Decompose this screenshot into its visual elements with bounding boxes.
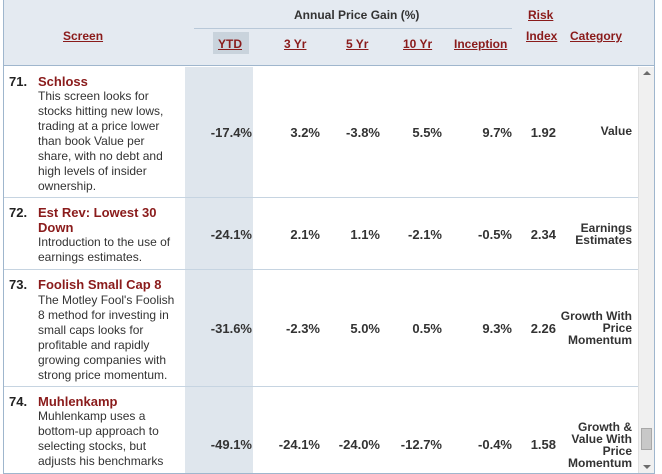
vertical-scrollbar[interactable] (638, 67, 654, 473)
yr3-value: -2.3% (286, 321, 320, 336)
ytd-value: -24.1% (210, 227, 252, 242)
screen-title-link[interactable]: Foolish Small Cap 8 (38, 277, 162, 292)
category-value: Value (542, 125, 632, 137)
desc-line: profitable and rapidly (38, 338, 150, 352)
ytd-value: -17.4% (210, 125, 252, 140)
yr3-value: 3.2% (290, 125, 320, 140)
desc-line: high levels of insider (38, 164, 147, 178)
screen-title-link[interactable]: Muhlenkamp (38, 394, 118, 409)
inception-value: -0.4% (478, 437, 512, 452)
desc-line: growing companies with (38, 353, 167, 367)
row-number: 73. (9, 277, 28, 292)
screen-description: The Motley Fool's Foolish 8 method for i… (38, 293, 184, 383)
category-value: Growth With Price Momentum (542, 310, 632, 346)
ytd-value: -31.6% (210, 321, 252, 336)
yr10-value: 0.5% (412, 321, 442, 336)
category-line: Value With (571, 432, 632, 446)
inception-value: 9.3% (482, 321, 512, 336)
ytd-header-highlight (213, 32, 249, 54)
screen-title-link[interactable]: Est Rev: Lowest 30 Down (38, 205, 188, 235)
sort-10yr-link[interactable]: 10 Yr (403, 37, 433, 51)
category-value: Earnings Estimates (542, 222, 632, 246)
desc-line: The Motley Fool's Foolish (38, 293, 175, 307)
screen-description: Introduction to the use of earnings esti… (38, 235, 184, 265)
row-number: 71. (9, 74, 28, 89)
category-line: Value (600, 124, 632, 138)
desc-line: bottom-up approach to (38, 424, 159, 438)
category-line: Price (602, 444, 632, 458)
table-row: 72. Est Rev: Lowest 30 Down Introduction… (4, 198, 638, 270)
row-number: 72. (9, 205, 28, 220)
category-line: Momentum (568, 456, 632, 470)
yr3-value: -24.1% (278, 437, 320, 452)
desc-line: share, with no debt and (38, 149, 163, 163)
desc-line: This screen looks for (38, 89, 149, 103)
desc-line: strong price momentum. (38, 368, 168, 382)
desc-line: 8 method for investing in (38, 308, 169, 322)
yr10-value: 5.5% (412, 125, 442, 140)
desc-line: than book Value per (38, 134, 145, 148)
category-line: Price (602, 321, 632, 335)
desc-line: stocks hitting new lows, (38, 104, 164, 118)
annual-price-gain-heading: Annual Price Gain (%) (294, 8, 420, 22)
category-line: Growth & (578, 420, 632, 434)
desc-line: trading at a price lower (38, 119, 160, 133)
scroll-down-button[interactable] (639, 460, 654, 473)
sort-risk-link[interactable]: Risk (528, 8, 554, 22)
category-value: Growth & Value With Price Momentum (542, 421, 632, 469)
sort-ytd-link[interactable]: YTD (218, 37, 242, 51)
inception-value: -0.5% (478, 227, 512, 242)
arrow-up-icon (643, 71, 651, 75)
inception-value: 9.7% (482, 125, 512, 140)
table-row: 71. Schloss This screen looks for stocks… (4, 67, 638, 198)
desc-line: Introduction to the use of (38, 235, 171, 249)
ytd-column-highlight (185, 67, 253, 473)
category-line: Growth With (560, 309, 632, 323)
screen-title-link[interactable]: Schloss (38, 74, 88, 89)
screen-description: Muhlenkamp uses a bottom-up approach to … (38, 409, 184, 469)
desc-line: ownership. (38, 179, 97, 193)
table-row: 74. Muhlenkamp Muhlenkamp uses a bottom-… (4, 387, 638, 473)
category-line: Momentum (568, 333, 632, 347)
desc-line: selecting stocks, but (38, 439, 147, 453)
desc-line: Muhlenkamp uses a (38, 409, 146, 423)
risk-index-value: 2.26 (530, 321, 556, 336)
yr10-value: -12.7% (400, 437, 442, 452)
yr10-value: -2.1% (408, 227, 442, 242)
desc-line: adjusts his benchmarks (38, 454, 164, 468)
table-header: Screen Annual Price Gain (%) YTD 3 Yr 5 … (4, 0, 654, 66)
screen-results-table: Screen Annual Price Gain (%) YTD 3 Yr 5 … (3, 0, 655, 474)
table-body: 71. Schloss This screen looks for stocks… (4, 67, 638, 473)
sort-3yr-link[interactable]: 3 Yr (284, 37, 307, 51)
yr5-value: -24.0% (338, 437, 380, 452)
risk-index-value: 1.58 (530, 437, 556, 452)
title-line: Down (38, 220, 74, 235)
desc-line: earnings estimates. (38, 250, 143, 264)
sort-inception-link[interactable]: Inception (454, 37, 508, 51)
row-number: 74. (9, 394, 28, 409)
sort-5yr-link[interactable]: 5 Yr (346, 37, 369, 51)
yr3-value: 2.1% (290, 227, 320, 242)
yr5-value: -3.8% (346, 125, 380, 140)
desc-line: small caps looks for (38, 323, 144, 337)
yr5-value: 1.1% (350, 227, 380, 242)
heading-divider (194, 28, 512, 29)
scrollbar-thumb[interactable] (641, 428, 652, 450)
sort-category-link[interactable]: Category (570, 29, 623, 43)
scroll-up-button[interactable] (639, 67, 654, 81)
yr5-value: 5.0% (350, 321, 380, 336)
ytd-value: -49.1% (210, 437, 252, 452)
category-line: Earnings (580, 221, 632, 235)
sort-risk-index-link[interactable]: Index (526, 29, 558, 43)
risk-index-value: 1.92 (530, 125, 556, 140)
title-line: Est Rev: Lowest 30 (38, 205, 157, 220)
table-row: 73. Foolish Small Cap 8 The Motley Fool'… (4, 270, 638, 387)
arrow-down-icon (643, 465, 651, 469)
sort-screen-link[interactable]: Screen (63, 29, 104, 43)
risk-index-value: 2.34 (530, 227, 556, 242)
category-line: Estimates (575, 233, 632, 247)
screen-description: This screen looks for stocks hitting new… (38, 89, 184, 194)
